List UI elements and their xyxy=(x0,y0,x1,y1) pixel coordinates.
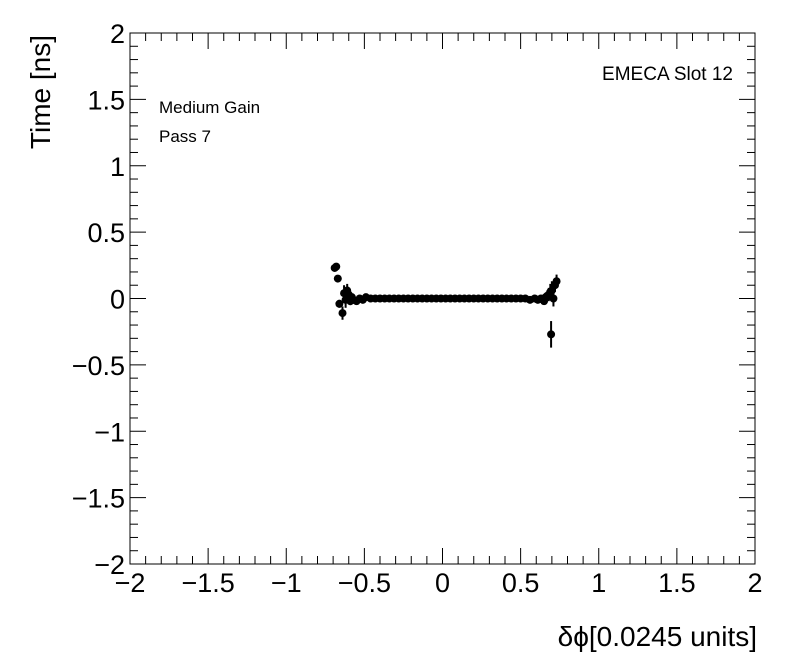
data-point xyxy=(335,299,344,308)
point-marker xyxy=(332,262,341,271)
x-tick-label: 1 xyxy=(591,568,606,598)
axis-ticks xyxy=(129,32,756,565)
annotation-pass: Pass 7 xyxy=(159,127,211,146)
data-point xyxy=(547,321,556,348)
point-marker xyxy=(335,299,344,308)
y-tick-label: 1 xyxy=(110,152,125,182)
x-tick-label: −1.5 xyxy=(181,568,234,598)
x-tick-label: −0.5 xyxy=(338,568,391,598)
x-tick-label: 2 xyxy=(747,568,762,598)
data-point xyxy=(552,274,561,288)
x-tick-label: −2 xyxy=(115,568,146,598)
data-point xyxy=(338,306,347,320)
point-marker xyxy=(338,309,347,318)
point-marker xyxy=(547,330,556,339)
y-tick-label: 0 xyxy=(110,285,125,315)
annotation-gain: Medium Gain xyxy=(159,98,260,117)
x-axis-title: δϕ[0.0245 units] xyxy=(558,621,757,652)
y-tick-label: 2 xyxy=(110,19,125,49)
x-tick-labels: −2 −1.5 −1 −0.5 0 0.5 1 1.5 2 xyxy=(115,568,763,598)
x-tick-label: 0.5 xyxy=(502,568,540,598)
point-marker xyxy=(552,277,561,286)
y-tick-label: −1 xyxy=(94,417,125,447)
y-tick-labels: −2 −1.5 −1 −0.5 0 0.5 1 1.5 2 xyxy=(72,19,125,580)
annotation-slot: EMECA Slot 12 xyxy=(602,64,733,85)
point-marker xyxy=(549,294,558,303)
point-marker xyxy=(333,274,342,283)
y-tick-label: −1.5 xyxy=(72,484,125,514)
y-tick-label: −0.5 xyxy=(72,351,125,381)
x-tick-label: 0 xyxy=(435,568,450,598)
data-point xyxy=(549,290,558,307)
y-axis-title: Time [ns] xyxy=(25,35,56,149)
x-tick-label: −1 xyxy=(271,568,302,598)
y-tick-label: 1.5 xyxy=(87,85,125,115)
data-point xyxy=(332,262,341,271)
data-point xyxy=(333,274,342,283)
x-tick-label: 1.5 xyxy=(658,568,696,598)
y-tick-label: 0.5 xyxy=(87,218,125,248)
data-points xyxy=(330,262,561,348)
y-tick-label: −2 xyxy=(94,550,125,580)
